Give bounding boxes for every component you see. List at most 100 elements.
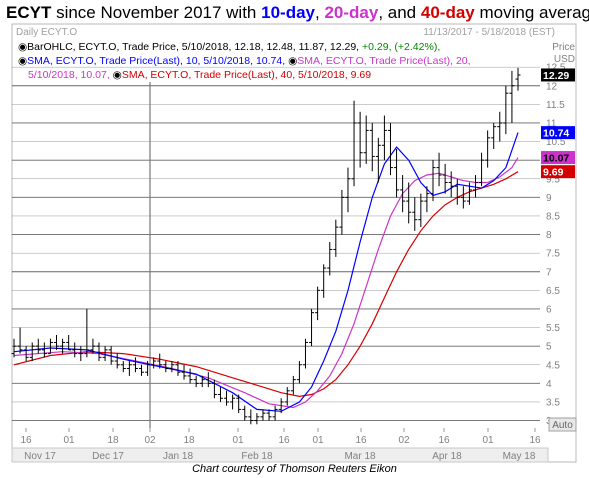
y-tick-label: 12 xyxy=(546,81,558,92)
x-tick-label: 18 xyxy=(183,435,195,446)
ohlc-bar xyxy=(151,357,157,369)
ohlc-bar xyxy=(217,387,223,402)
ohlc-bar xyxy=(503,85,509,135)
ohlc-bar xyxy=(175,361,181,376)
ohlc-bar xyxy=(357,111,363,168)
ohlc-bar xyxy=(157,353,163,369)
ohlc-bar xyxy=(321,264,327,298)
y-tick-label: 12.5 xyxy=(546,63,566,74)
ohlc-bar xyxy=(102,346,108,362)
x-tick-label: 01 xyxy=(312,435,324,446)
ohlc-bar xyxy=(290,375,296,395)
y-tick-label: 4 xyxy=(546,379,552,390)
ohlc-bar xyxy=(497,111,503,142)
month-label-layer: Nov 17 Dec 17 Jan 18 Feb 18 Mar 18 Apr 18 May … xyxy=(24,451,536,462)
auto-button[interactable]: Auto xyxy=(548,417,577,432)
ohlc-bar xyxy=(236,394,242,414)
legend-sma: ◉SMA, ECYT.O, Trade Price(Last), 10, 5/1… xyxy=(18,55,471,67)
ohlc-bar xyxy=(248,409,254,425)
ohlc-bar xyxy=(230,394,236,410)
currency-axis-label: USD xyxy=(554,54,575,65)
title-ticker: ECYT xyxy=(6,3,52,22)
ohlc-bar xyxy=(509,70,515,123)
ohlc-bar xyxy=(29,342,35,362)
ohlc-bar xyxy=(491,122,497,149)
last-sma40-value: 9.69 xyxy=(543,167,564,179)
ohlc-bar xyxy=(78,346,84,362)
ohlc-bar xyxy=(47,338,53,355)
ohlc-bar xyxy=(72,342,78,358)
ohlc-bar xyxy=(272,405,278,421)
chart-title: ECYT since November 2017 with 10-day, 20… xyxy=(6,3,589,23)
ohlc-bar xyxy=(327,242,333,276)
legend-sma-cont: 5/10/2018, 10.07, ◉SMA, ECYT.O, Trade Pr… xyxy=(28,69,371,81)
ohlc-bar xyxy=(315,286,321,321)
title-ma10: 10-day xyxy=(261,3,315,22)
ohlc-bar xyxy=(339,189,345,235)
ohlc-bar xyxy=(163,361,169,373)
x-tick-label: 16 xyxy=(438,435,450,446)
legend-ohlc: ◉BarOHLC, ECYT.O, Trade Price, 5/10/2018… xyxy=(18,41,440,53)
ohlc-bar xyxy=(260,409,266,421)
ohlc-bar xyxy=(181,364,187,380)
ohlc-bar xyxy=(479,152,485,187)
y-tick-label: 11 xyxy=(546,118,557,129)
last-price-value: 12.29 xyxy=(543,70,569,82)
ohlc-bar xyxy=(302,338,308,369)
x-month-label: May 18 xyxy=(503,451,536,462)
ohlc-bar xyxy=(381,115,387,161)
ohlc-bar xyxy=(394,149,400,198)
y-tick-label: 9 xyxy=(546,193,552,204)
ohlc-bar xyxy=(333,219,339,257)
ohlc-bar xyxy=(242,405,248,421)
x-tick-label: 16 xyxy=(355,435,367,446)
last-price-tag: 12.29 xyxy=(541,68,575,82)
ohlc-bar xyxy=(309,308,315,347)
ohlc-bar xyxy=(193,375,199,388)
ohlc-bar xyxy=(224,390,230,406)
symbol-label: Daily ECYT.O xyxy=(16,27,77,38)
legend-ohlc-text: BarOHLC, ECYT.O, Trade Price, 5/10/2018,… xyxy=(27,41,363,53)
date-range-label: 11/13/2017 - 5/18/2018 (EST) xyxy=(423,27,555,38)
ohlc-bar xyxy=(108,346,114,365)
x-month-label: Apr 18 xyxy=(432,451,462,462)
y-tick-label: 5.5 xyxy=(546,323,560,334)
sma40-line xyxy=(13,171,519,398)
price-axis-label: Price xyxy=(552,42,575,53)
y-tick-label: 7 xyxy=(546,267,552,278)
last-value-tag-layer: 12.29 10.74 10.07 9.69 xyxy=(541,68,575,179)
ohlc-bar xyxy=(442,163,448,194)
ohlc-bar xyxy=(17,327,23,354)
y-tick-label: 9.5 xyxy=(546,174,560,185)
y-tick-label: 8.5 xyxy=(546,211,560,222)
ohlc-bar xyxy=(454,178,460,205)
y-tick-label: 11.5 xyxy=(546,100,565,111)
ohlc-bar xyxy=(11,338,17,358)
ohlc-bar xyxy=(406,182,412,224)
ohlc-bar xyxy=(120,361,126,373)
ohlc-bar xyxy=(84,308,90,358)
ohlc-bar xyxy=(114,353,120,369)
y-tick-label: 8 xyxy=(546,230,552,241)
ohlc-bar xyxy=(418,193,424,228)
ohlc-bar xyxy=(515,67,521,91)
ohlc-bar xyxy=(485,130,491,168)
legend-sma10-text: SMA, ECYT.O, Trade Price(Last), 10, 5/10… xyxy=(27,55,289,67)
x-tick-label: 02 xyxy=(144,435,156,446)
x-tick-label: 16 xyxy=(20,435,32,446)
ohlc-bar xyxy=(199,375,205,388)
ohlc-bar xyxy=(54,335,60,350)
title-suffix: moving averages xyxy=(479,3,589,22)
ohlc-bar xyxy=(23,346,29,362)
ohlc-bar xyxy=(363,115,369,164)
title-since: since November 2017 with xyxy=(51,3,262,22)
ohlc-bar xyxy=(284,387,290,406)
ohlc-bar xyxy=(369,122,375,172)
ohlc-bar xyxy=(35,338,41,354)
ohlc-bar xyxy=(375,137,381,183)
x-month-label: Feb 18 xyxy=(241,451,273,462)
ohlc-bar xyxy=(205,372,211,388)
ohlc-bar-layer xyxy=(11,67,521,425)
ohlc-bar xyxy=(126,361,132,376)
